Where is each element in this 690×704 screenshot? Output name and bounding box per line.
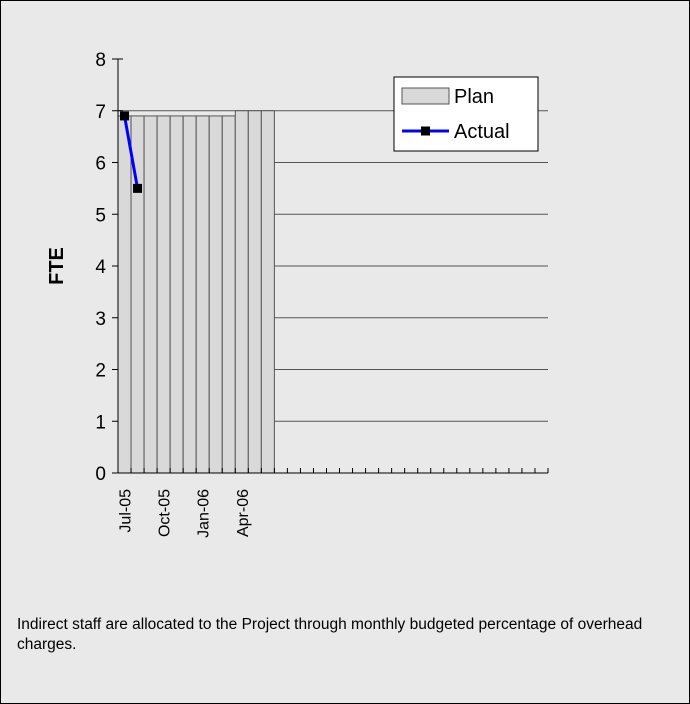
y-tick-label: 3	[95, 309, 106, 330]
y-tick-label: 6	[95, 154, 106, 175]
y-tick-label: 0	[95, 464, 106, 485]
bar	[156, 115, 171, 474]
bar	[221, 115, 236, 474]
marker	[133, 183, 143, 193]
y-tick-label: 4	[95, 257, 106, 278]
bar	[208, 115, 223, 474]
bar	[195, 115, 210, 474]
chart: 0 1 2 3 4 5 6 7 8 FTE Jul-05 Oct-05 Jan-06 Apr-06 Plan…	[46, 50, 549, 538]
legend-swatch	[401, 87, 450, 105]
y-tick-label: 1	[95, 412, 106, 433]
legend-label: Plan	[454, 86, 494, 108]
bar	[182, 115, 197, 474]
line	[123, 115, 140, 189]
bar	[260, 110, 275, 474]
bar	[247, 110, 262, 474]
legend-label: Actual	[454, 121, 510, 143]
x-tick-label: Jan-06	[196, 489, 213, 538]
legend: Plan Actual	[393, 76, 539, 152]
x-tick-label: Oct-05	[157, 489, 174, 537]
bar	[234, 110, 249, 474]
note: Indirect staff are allocated to the Proj…	[17, 616, 643, 653]
y-tick-label: 7	[95, 102, 106, 123]
y-tick-label: 2	[95, 361, 106, 382]
x-tick-label: Apr-06	[235, 489, 252, 537]
bar	[169, 115, 184, 474]
x-tick-label: Jul-05	[118, 489, 135, 533]
legend-marker	[421, 126, 430, 136]
bar	[117, 115, 132, 474]
y-axis-title: FTE	[46, 247, 68, 285]
marker	[120, 111, 130, 121]
y-tick-label: 8	[95, 50, 106, 71]
bar	[143, 115, 158, 474]
y-tick-label: 5	[95, 205, 106, 226]
